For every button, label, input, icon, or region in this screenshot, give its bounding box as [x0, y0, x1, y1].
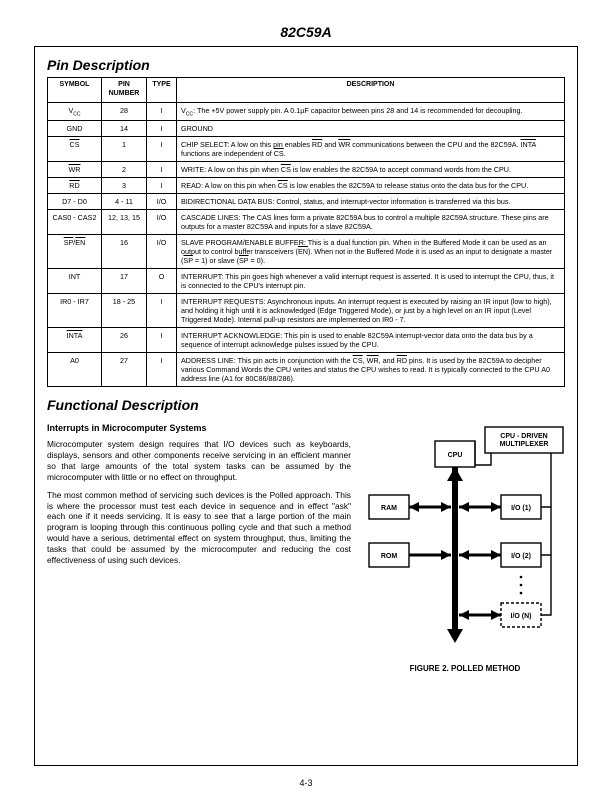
svg-text:I/O (N): I/O (N) — [511, 613, 532, 620]
table-row: CAS0 - CAS212, 13, 15I/OCASCADE LINES: T… — [48, 210, 565, 235]
pin-description: INTERRUPT ACKNOWLEDGE: This pin is used … — [177, 328, 565, 353]
pin-description: CASCADE LINES: The CAS lines form a priv… — [177, 210, 565, 235]
pin-col-description: DESCRIPTION — [177, 78, 565, 103]
table-row: INT17OINTERRUPT: This pin goes high when… — [48, 269, 565, 294]
pin-number: 26 — [102, 328, 147, 353]
pin-description-table: SYMBOL PIN NUMBER TYPE DESCRIPTION VCC28… — [47, 77, 565, 387]
pin-symbol: WR — [48, 162, 102, 178]
table-row: RD3IREAD: A low on this pin when CS is l… — [48, 178, 565, 194]
figure-caption: FIGURE 2. POLLED METHOD — [365, 664, 565, 673]
pin-col-number: PIN NUMBER — [102, 78, 147, 103]
pin-description-heading: Pin Description — [47, 57, 565, 73]
pin-description: WRITE: A low on this pin when CS is low … — [177, 162, 565, 178]
pin-type: I/O — [147, 235, 177, 269]
pin-symbol: VCC — [48, 102, 102, 121]
table-row: A027IADDRESS LINE: This pin acts in conj… — [48, 353, 565, 387]
pin-symbol: SP/EN — [48, 235, 102, 269]
pin-type: I/O — [147, 210, 177, 235]
pin-description: CHIP SELECT: A low on this pin enables R… — [177, 137, 565, 162]
pin-symbol: A0 — [48, 353, 102, 387]
pin-number: 18 - 25 — [102, 294, 147, 328]
polled-method-diagram: CPU - DRIVENMULTIPLEXER CPU RAM ROM — [365, 425, 565, 655]
table-row: VCC28IVCC: The +5V power supply pin. A 0… — [48, 102, 565, 121]
pin-type: I — [147, 328, 177, 353]
pin-description: INTERRUPT: This pin goes high whenever a… — [177, 269, 565, 294]
pin-number: 3 — [102, 178, 147, 194]
pin-type: I — [147, 121, 177, 137]
pin-number: 12, 13, 15 — [102, 210, 147, 235]
functional-description-heading: Functional Description — [47, 397, 565, 413]
svg-text:RAM: RAM — [381, 505, 397, 512]
svg-text:I/O (1): I/O (1) — [511, 505, 531, 512]
functional-p2: The most common method of servicing such… — [47, 490, 351, 566]
pin-symbol: RD — [48, 178, 102, 194]
pin-col-type: TYPE — [147, 78, 177, 103]
pin-description: READ: A low on this pin when CS is low e… — [177, 178, 565, 194]
pin-number: 16 — [102, 235, 147, 269]
functional-p1: Microcomputer system design requires tha… — [47, 439, 351, 483]
svg-text:CPU - DRIVENMULTIPLEXER: CPU - DRIVENMULTIPLEXER — [500, 433, 549, 448]
interrupts-subheading: Interrupts in Microcomputer Systems — [47, 423, 351, 435]
pin-symbol: CS — [48, 137, 102, 162]
pin-description: GROUND — [177, 121, 565, 137]
pin-number: 17 — [102, 269, 147, 294]
pin-type: I — [147, 353, 177, 387]
pin-type: I — [147, 162, 177, 178]
page-title: 82C59A — [34, 24, 578, 40]
pin-description: INTERRUPT REQUESTS: Asynchronous inputs.… — [177, 294, 565, 328]
svg-text:I/O (2): I/O (2) — [511, 553, 531, 560]
functional-text-column: Interrupts in Microcomputer Systems Micr… — [47, 417, 351, 673]
pin-symbol: CAS0 - CAS2 — [48, 210, 102, 235]
pin-symbol: D7 - D0 — [48, 194, 102, 210]
pin-symbol: INT — [48, 269, 102, 294]
pin-number: 28 — [102, 102, 147, 121]
table-row: SP/EN16I/OSLAVE PROGRAM/ENABLE BUFFER: T… — [48, 235, 565, 269]
pin-number: 14 — [102, 121, 147, 137]
pin-number: 1 — [102, 137, 147, 162]
pin-col-symbol: SYMBOL — [48, 78, 102, 103]
pin-description: ADDRESS LINE: This pin acts in conjuncti… — [177, 353, 565, 387]
table-row: GND14IGROUND — [48, 121, 565, 137]
pin-type: I — [147, 178, 177, 194]
pin-description: BIDIRECTIONAL DATA BUS: Control, status,… — [177, 194, 565, 210]
table-row: WR2IWRITE: A low on this pin when CS is … — [48, 162, 565, 178]
pin-type: O — [147, 269, 177, 294]
pin-type: I/O — [147, 194, 177, 210]
diagram-column: CPU - DRIVENMULTIPLEXER CPU RAM ROM — [365, 417, 565, 673]
pin-type: I — [147, 137, 177, 162]
svg-text:ROM: ROM — [381, 553, 398, 560]
pin-number: 27 — [102, 353, 147, 387]
page-border: Pin Description SYMBOL PIN NUMBER TYPE D… — [34, 46, 578, 766]
pin-symbol: IR0 - IR7 — [48, 294, 102, 328]
pin-description: SLAVE PROGRAM/ENABLE BUFFER: This is a d… — [177, 235, 565, 269]
pin-description: VCC: The +5V power supply pin. A 0.1µF c… — [177, 102, 565, 121]
pin-symbol: GND — [48, 121, 102, 137]
pin-number: 4 - 11 — [102, 194, 147, 210]
pin-number: 2 — [102, 162, 147, 178]
page-number: 4-3 — [0, 778, 612, 788]
pin-type: I — [147, 294, 177, 328]
table-row: INTA26IINTERRUPT ACKNOWLEDGE: This pin i… — [48, 328, 565, 353]
table-row: CS1ICHIP SELECT: A low on this pin enabl… — [48, 137, 565, 162]
table-row: D7 - D04 - 11I/OBIDIRECTIONAL DATA BUS: … — [48, 194, 565, 210]
pin-symbol: INTA — [48, 328, 102, 353]
table-row: IR0 - IR718 - 25IINTERRUPT REQUESTS: Asy… — [48, 294, 565, 328]
pin-type: I — [147, 102, 177, 121]
svg-text:CPU: CPU — [448, 452, 463, 459]
